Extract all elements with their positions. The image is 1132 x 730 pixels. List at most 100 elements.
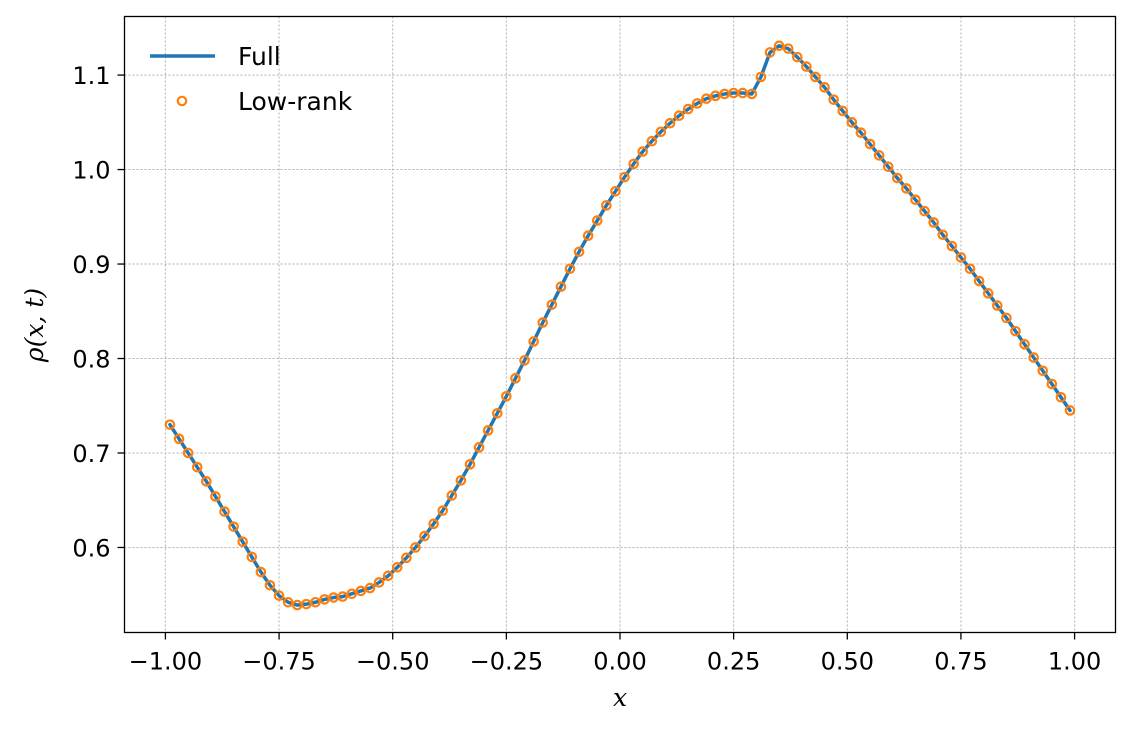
low-rank-point — [992, 300, 1003, 311]
y-ticks: 0.6 0.7 0.8 0.9 1.0 1.1 — [72, 62, 125, 562]
low-rank-point — [237, 536, 248, 548]
y-tick-label: 1.0 — [72, 157, 110, 185]
low-rank-point — [464, 459, 476, 470]
low-rank-point — [455, 475, 467, 486]
low-rank-point — [164, 419, 176, 430]
low-rank-point — [519, 355, 530, 366]
low-rank-point — [491, 408, 503, 419]
y-tick-label: 1.1 — [72, 62, 110, 90]
low-rank-point — [773, 40, 785, 52]
low-rank-point — [582, 230, 594, 241]
low-rank-point — [1064, 405, 1076, 416]
low-rank-point — [601, 200, 612, 211]
low-rank-point — [964, 263, 976, 275]
low-rank-point — [482, 425, 494, 436]
low-rank-point — [610, 185, 621, 197]
low-rank-point — [446, 490, 458, 501]
x-axis-label: x — [613, 683, 627, 712]
low-rank-point — [364, 582, 376, 594]
low-rank-point — [655, 126, 667, 138]
low-rank-point — [264, 579, 276, 591]
low-rank-point — [746, 88, 758, 100]
low-rank-point — [255, 566, 267, 578]
low-rank-point — [855, 127, 867, 139]
grid-lines — [124, 16, 1116, 633]
low-rank-point — [510, 373, 521, 384]
x-tick-label: −1.00 — [129, 648, 203, 676]
low-rank-point — [982, 288, 994, 299]
low-rank-point — [282, 596, 294, 608]
low-rank-point — [1010, 325, 1021, 337]
low-rank-point — [901, 183, 912, 194]
low-rank-point — [1028, 352, 1039, 363]
x-tick-label: 1.00 — [1048, 648, 1101, 676]
legend-low-rank-swatch — [176, 95, 188, 107]
low-rank-point — [955, 252, 967, 263]
low-rank-point — [355, 585, 367, 597]
low-rank-point — [928, 217, 939, 228]
low-rank-point — [573, 246, 585, 258]
low-rank-point — [373, 577, 385, 588]
low-rank-point — [873, 150, 885, 161]
y-tick-label: 0.8 — [72, 346, 110, 374]
x-ticks: −1.00 −0.75 −0.50 −0.25 0.00 0.25 0.50 0.75 1.00 — [129, 632, 1101, 676]
low-rank-point — [337, 591, 349, 602]
low-rank-point — [382, 570, 394, 582]
low-rank-point — [228, 521, 239, 532]
low-rank-point — [210, 491, 221, 502]
low-rank-point — [637, 146, 649, 157]
low-rank-point — [919, 205, 930, 217]
low-rank-point — [864, 138, 876, 150]
low-rank-point — [564, 263, 576, 275]
low-rank-point — [973, 275, 985, 287]
low-rank-point — [501, 391, 512, 402]
low-rank-point — [546, 299, 558, 310]
low-rank-point — [910, 194, 921, 206]
low-rank-point — [946, 240, 958, 252]
low-rank-point — [1019, 339, 1030, 350]
legend: Full Low-rank — [150, 42, 353, 116]
low-rank-point — [419, 530, 430, 542]
x-tick-label: 0.00 — [593, 648, 646, 676]
x-tick-label: −0.75 — [242, 648, 316, 676]
low-rank-point — [201, 476, 212, 487]
low-rank-point — [937, 229, 949, 241]
low-rank-point — [182, 447, 194, 459]
low-rank-point — [346, 588, 358, 600]
low-rank-point — [310, 596, 321, 608]
low-rank-point — [473, 442, 485, 453]
low-rank-point — [246, 551, 258, 563]
low-rank-point — [782, 43, 794, 54]
low-rank-point — [555, 281, 567, 293]
low-rank-point — [837, 105, 849, 117]
low-rank-point — [1037, 365, 1049, 377]
low-rank-point — [891, 172, 903, 184]
low-rank-point — [173, 433, 185, 445]
x-tick-label: 0.50 — [821, 648, 874, 676]
low-rank-point — [819, 82, 830, 93]
y-tick-label: 0.6 — [72, 534, 110, 562]
low-rank-point — [828, 94, 839, 105]
low-rank-point — [846, 117, 858, 128]
low-rank-point — [628, 158, 639, 170]
low-rank-point — [755, 71, 767, 83]
x-tick-label: −0.50 — [356, 648, 430, 676]
x-tick-label: 0.75 — [934, 648, 987, 676]
low-rank-point — [764, 47, 776, 58]
low-rank-point — [410, 542, 421, 553]
low-rank-point — [673, 110, 685, 122]
x-tick-label: −0.25 — [470, 648, 544, 676]
low-rank-point — [664, 117, 676, 129]
low-rank-point — [391, 562, 403, 573]
low-rank-point — [1046, 378, 1058, 390]
low-rank-point — [273, 590, 285, 601]
low-rank-point — [219, 506, 230, 517]
legend-full-label: Full — [238, 42, 281, 71]
low-rank-point — [619, 171, 630, 183]
low-rank-point — [591, 215, 603, 226]
low-rank-point — [537, 317, 549, 328]
low-rank-point — [437, 505, 449, 516]
low-rank-point — [691, 98, 703, 109]
low-rank-point — [810, 71, 821, 83]
